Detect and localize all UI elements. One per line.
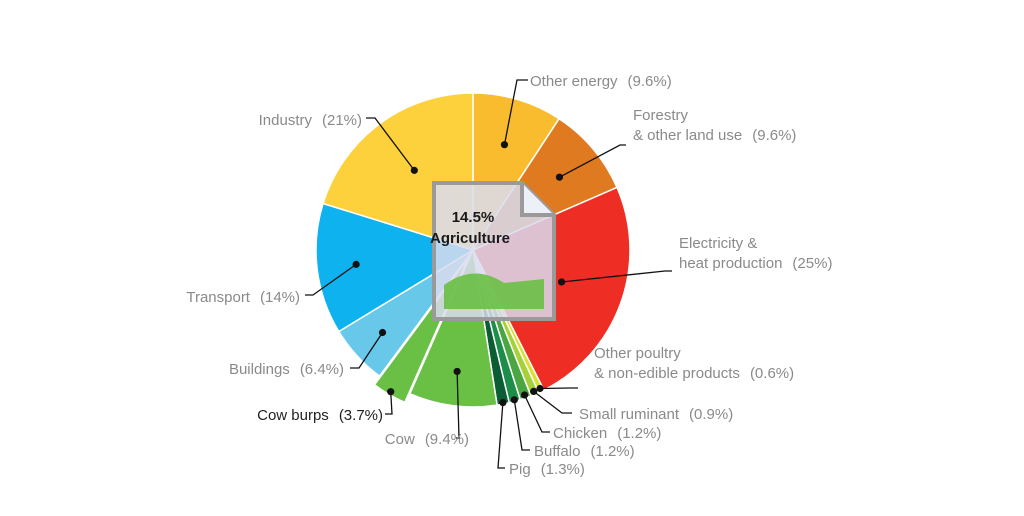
slice-name: Industry	[259, 112, 313, 129]
slice-name: Buffalo	[534, 443, 580, 460]
slice-label: Cow (9.4%)	[385, 431, 469, 448]
callout-line	[513, 399, 530, 451]
slice-label: & other land use (9.6%)	[633, 127, 796, 144]
callout-dot	[500, 141, 509, 149]
slice-percent: (0.6%)	[750, 365, 794, 382]
callout-line	[497, 402, 505, 469]
slice-label: Industry (21%)	[259, 112, 362, 129]
slice-percent: (21%)	[322, 112, 362, 129]
callout-dot	[378, 328, 387, 337]
pie-slice-transport	[315, 202, 475, 333]
callout-other-poultry-non-edible-products: Other poultry & non-edible products (0.6%)	[536, 345, 794, 393]
callout-buffalo: Buffalo (1.2%)	[510, 396, 635, 460]
callout-forestry-other-land-use: Forestry & other land use (9.6%)	[555, 107, 796, 181]
slice-label: Small ruminant (0.9%)	[579, 406, 733, 423]
slice-name: Cow burps	[257, 407, 329, 424]
slice-label: Forestry	[633, 107, 689, 124]
callout-cow: Cow (9.4%)	[385, 367, 469, 448]
slice-name: Other energy	[530, 73, 618, 90]
agriculture-badge: 14.5% Agriculture	[430, 181, 556, 321]
slice-percent: (9.6%)	[628, 73, 672, 90]
slice-name: Chicken	[553, 425, 607, 442]
slice-label: Cow burps (3.7%)	[257, 407, 383, 424]
document-fold-icon	[520, 183, 554, 217]
slice-label: Transport (14%)	[186, 289, 300, 306]
slice-percent: (1.2%)	[617, 425, 661, 442]
slice-name: heat production	[679, 255, 782, 272]
center-value-label: 14.5%	[452, 209, 495, 226]
callout-chicken: Chicken (1.2%)	[520, 391, 661, 442]
callout-buildings: Buildings (6.4%)	[229, 328, 387, 378]
callout-dot	[536, 384, 544, 393]
callout-dot	[499, 398, 507, 407]
slice-label: Buildings (6.4%)	[229, 361, 344, 378]
slice-name: & non-edible products	[594, 365, 740, 382]
slice-percent: (9.4%)	[425, 431, 469, 448]
callout-dot	[453, 367, 461, 376]
slice-name: Buildings	[229, 361, 290, 378]
slice-name: & other land use	[633, 127, 742, 144]
callout-line	[539, 387, 578, 390]
slice-name: Pig	[509, 461, 531, 478]
slice-label: Electricity &	[679, 235, 757, 252]
slice-percent: (9.6%)	[752, 127, 796, 144]
callout-other-energy: Other energy (9.6%)	[500, 73, 672, 149]
slice-percent: (0.9%)	[689, 406, 733, 423]
slice-percent: (3.7%)	[339, 407, 383, 424]
slice-percent: (14%)	[260, 289, 300, 306]
slice-name: Small ruminant	[579, 406, 680, 423]
callout-industry: Industry (21%)	[259, 112, 418, 174]
slice-label: Chicken (1.2%)	[553, 425, 661, 442]
callout-line	[305, 263, 357, 296]
callout-line	[523, 394, 550, 433]
callout-line	[503, 79, 528, 145]
hill-icon	[444, 273, 544, 309]
callout-line	[385, 391, 393, 415]
slice-label: Other poultry	[594, 345, 681, 362]
callout-dot	[520, 391, 529, 399]
callout-dot	[558, 278, 566, 286]
slice-label: Pig (1.3%)	[509, 461, 585, 478]
callout-electricity-heat-production: Electricity & heat production (25%)	[558, 235, 832, 286]
slice-label: & non-edible products (0.6%)	[594, 365, 794, 382]
callout-small-ruminant: Small ruminant (0.9%)	[530, 387, 733, 423]
slice-percent: (1.3%)	[541, 461, 585, 478]
callout-dot	[510, 396, 518, 404]
slice-label: heat production (25%)	[679, 255, 832, 272]
slice-percent: (25%)	[792, 255, 832, 272]
slice-name: Cow	[385, 431, 415, 448]
callout-dot	[410, 166, 418, 174]
callout-line	[350, 332, 384, 369]
callout-dot	[555, 173, 564, 181]
callout-dot	[352, 260, 360, 268]
slice-label: Other energy (9.6%)	[530, 73, 672, 90]
callout-dot	[530, 387, 538, 396]
callout-line	[456, 371, 460, 439]
callout-line	[366, 117, 415, 171]
callout-dot	[387, 388, 395, 396]
callout-pig: Pig (1.3%)	[497, 398, 585, 478]
callout-transport: Transport (14%)	[186, 260, 360, 306]
callout-line	[559, 144, 626, 178]
callout-cow-burps: Cow burps (3.7%)	[257, 388, 395, 424]
slice-label: Buffalo (1.2%)	[534, 443, 635, 460]
slice-percent: (1.2%)	[590, 443, 634, 460]
callout-line	[533, 390, 572, 414]
callout-line	[561, 270, 672, 283]
slice-name: Transport	[186, 289, 250, 306]
center-name-label: Agriculture	[430, 230, 510, 247]
slice-percent: (6.4%)	[300, 361, 344, 378]
